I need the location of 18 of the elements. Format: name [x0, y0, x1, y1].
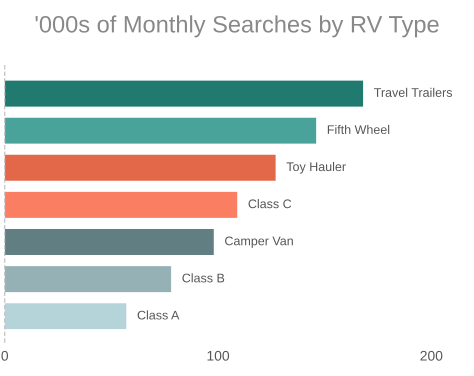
bar	[4, 118, 316, 144]
bar	[4, 229, 214, 255]
y-tick-label: Class B	[182, 273, 224, 282]
x-tick-label: 100	[208, 350, 230, 361]
y-tick-label: Camper Van	[225, 236, 293, 248]
x-tick-label: 200	[420, 350, 442, 361]
y-tick-label: Travel Trailers	[374, 88, 452, 97]
chart-title: '000s of Monthly Searches by RV Type	[36, 15, 439, 38]
y-tick-label: Class C	[248, 199, 292, 208]
y-tick-label: Class A	[138, 310, 180, 320]
bar	[4, 303, 126, 330]
y-tick-label: Fifth Wheel	[328, 124, 390, 134]
bar	[4, 266, 172, 292]
bar	[4, 80, 364, 107]
bar	[4, 192, 238, 218]
bar	[4, 154, 276, 181]
y-tick-label: Toy Hauler	[286, 162, 346, 174]
x-tick-label: 0	[1, 350, 8, 361]
